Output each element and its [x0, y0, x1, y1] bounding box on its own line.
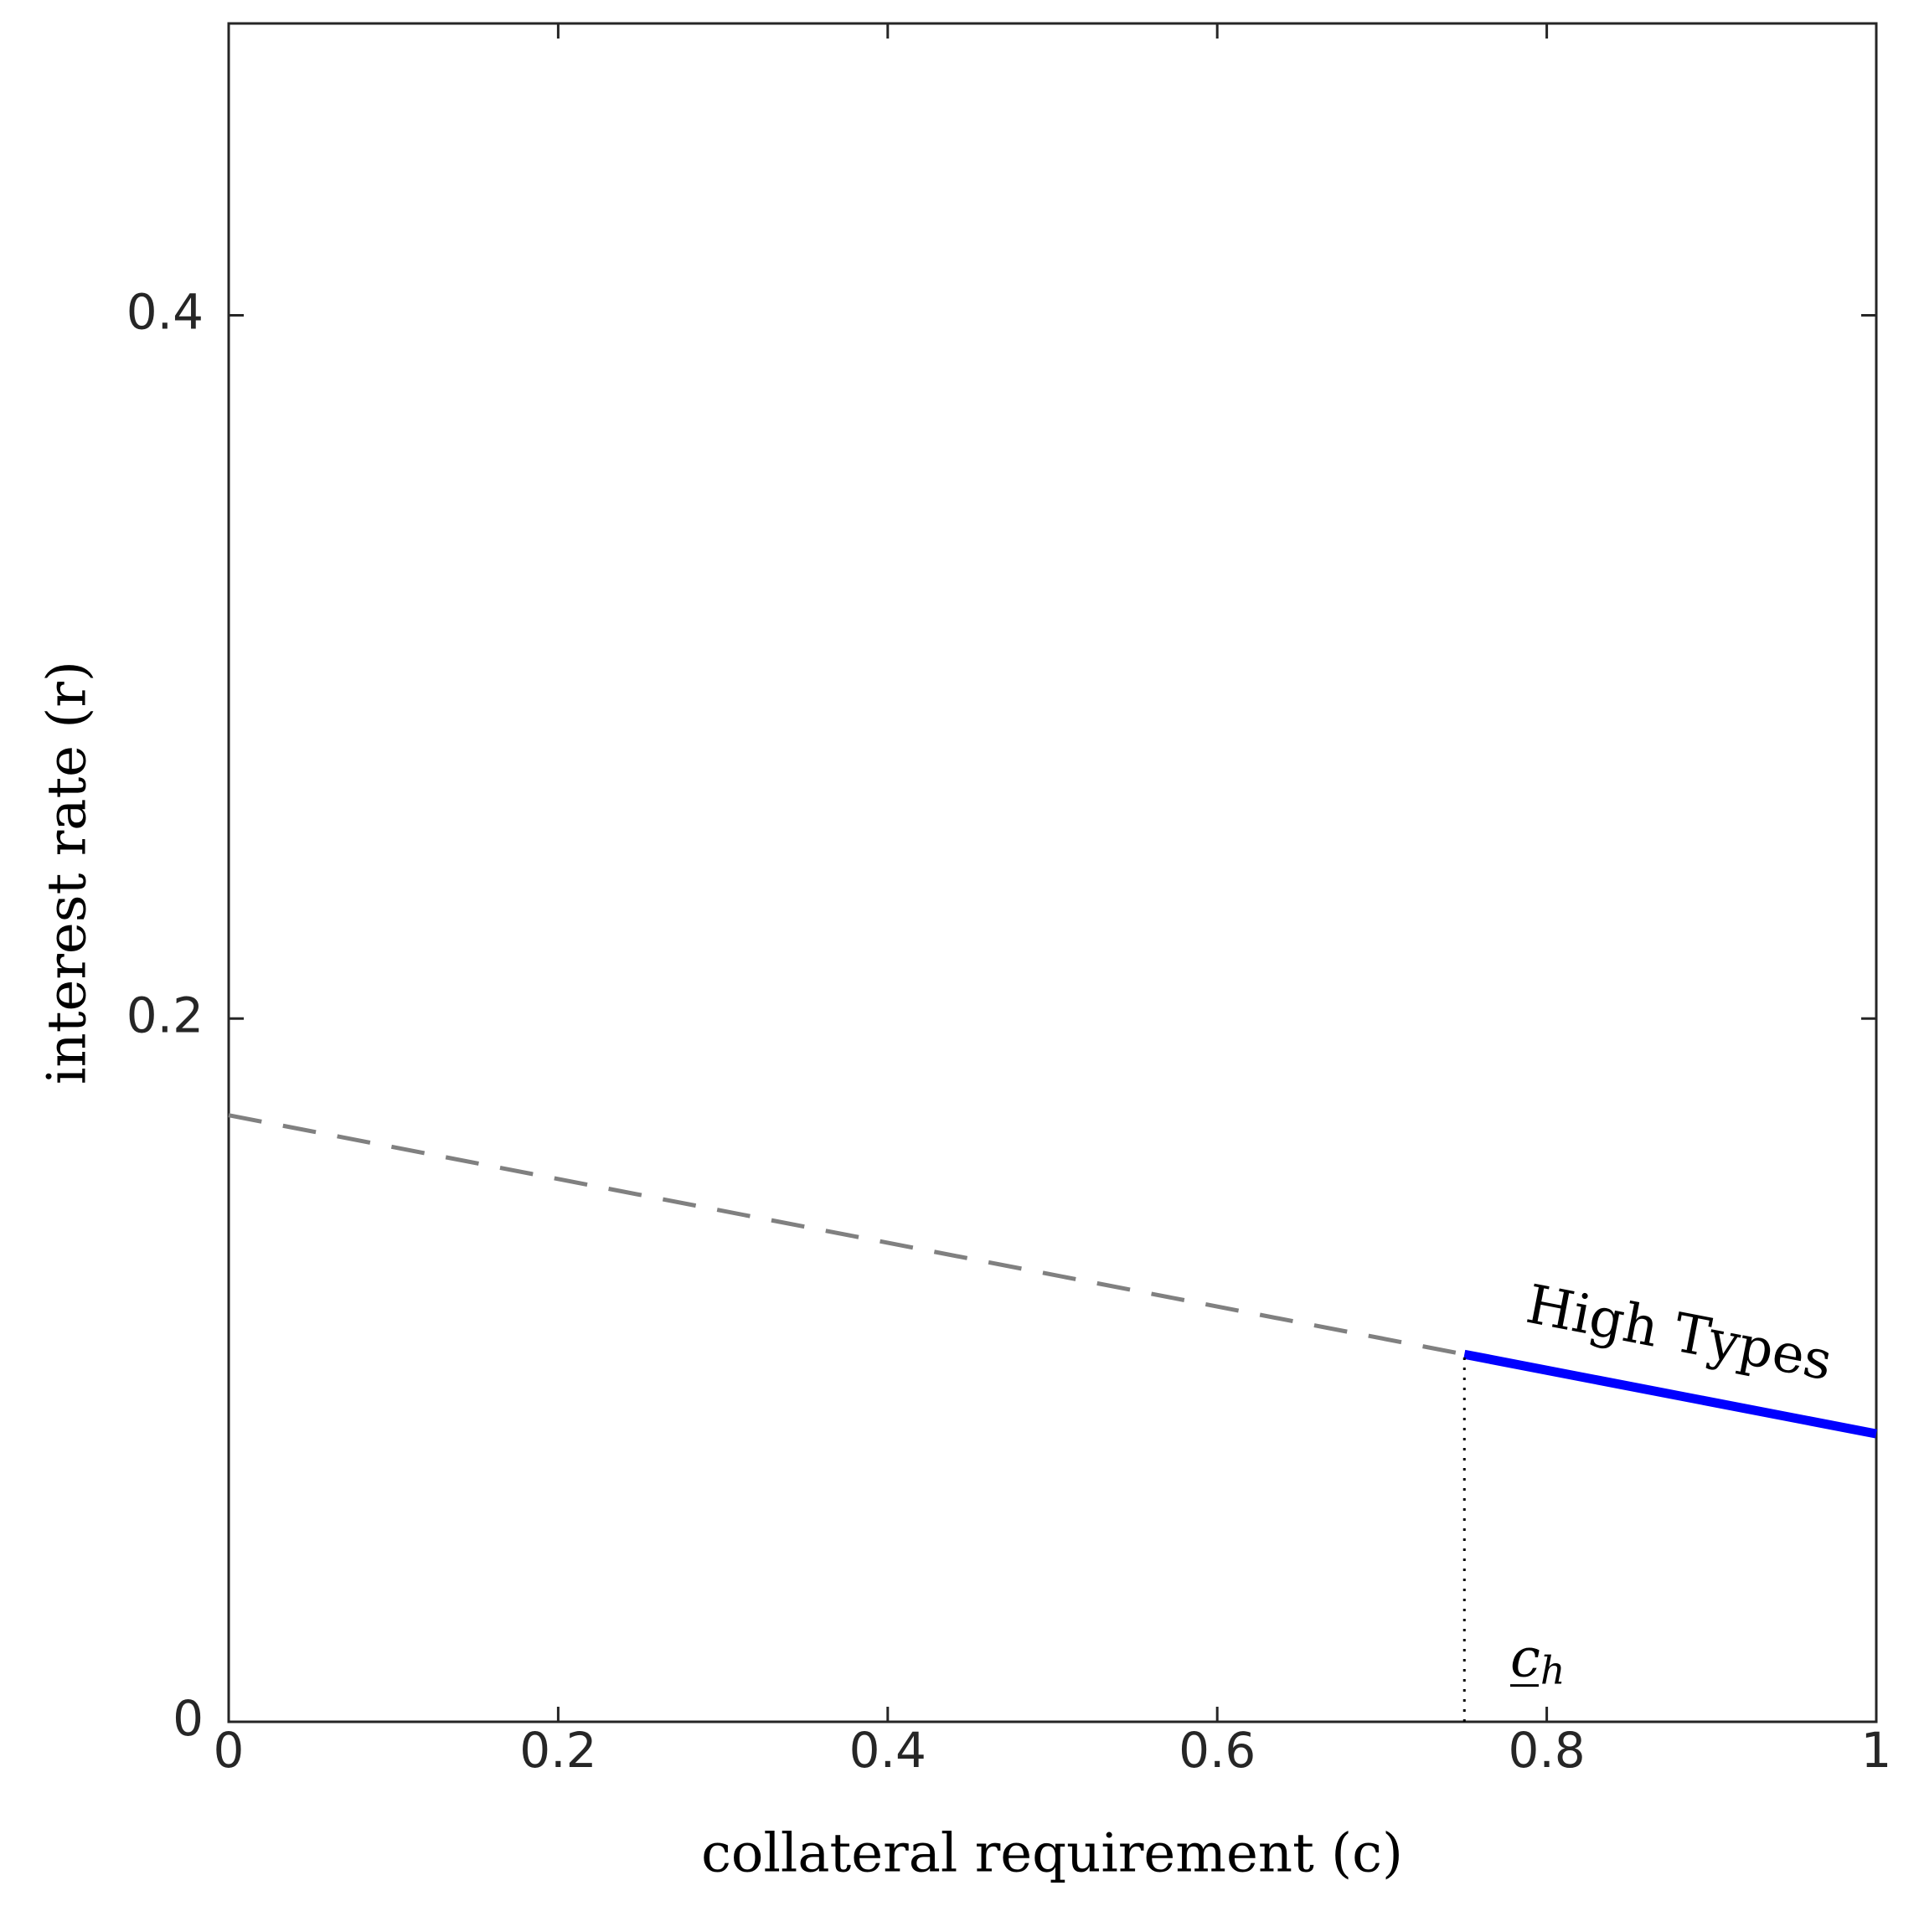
annotation-main: c: [1510, 1627, 1540, 1689]
line-dashed: [228, 1113, 1465, 1357]
y-axis-label: interest rate (r): [37, 661, 99, 1084]
annotation: ch: [1510, 1627, 1565, 1693]
x-tick-label: 0.4: [849, 1722, 926, 1779]
y-tick-label: 0.2: [126, 987, 204, 1043]
x-tick-label: 0: [214, 1722, 245, 1779]
x-tick-label: 0.8: [1508, 1722, 1585, 1779]
line-solid: [1463, 1349, 1878, 1439]
x-axis-label: collateral requirement (c): [701, 1823, 1403, 1885]
plot-frame: [227, 22, 1878, 1723]
x-tick-label: 0.6: [1179, 1722, 1256, 1779]
x-tick-label: 1: [1861, 1722, 1892, 1779]
annotation-subscript: h: [1540, 1648, 1566, 1693]
y-tick-label: 0.4: [126, 284, 204, 341]
y-tick-label: 0: [173, 1690, 204, 1747]
x-tick-label: 0.2: [519, 1722, 596, 1779]
